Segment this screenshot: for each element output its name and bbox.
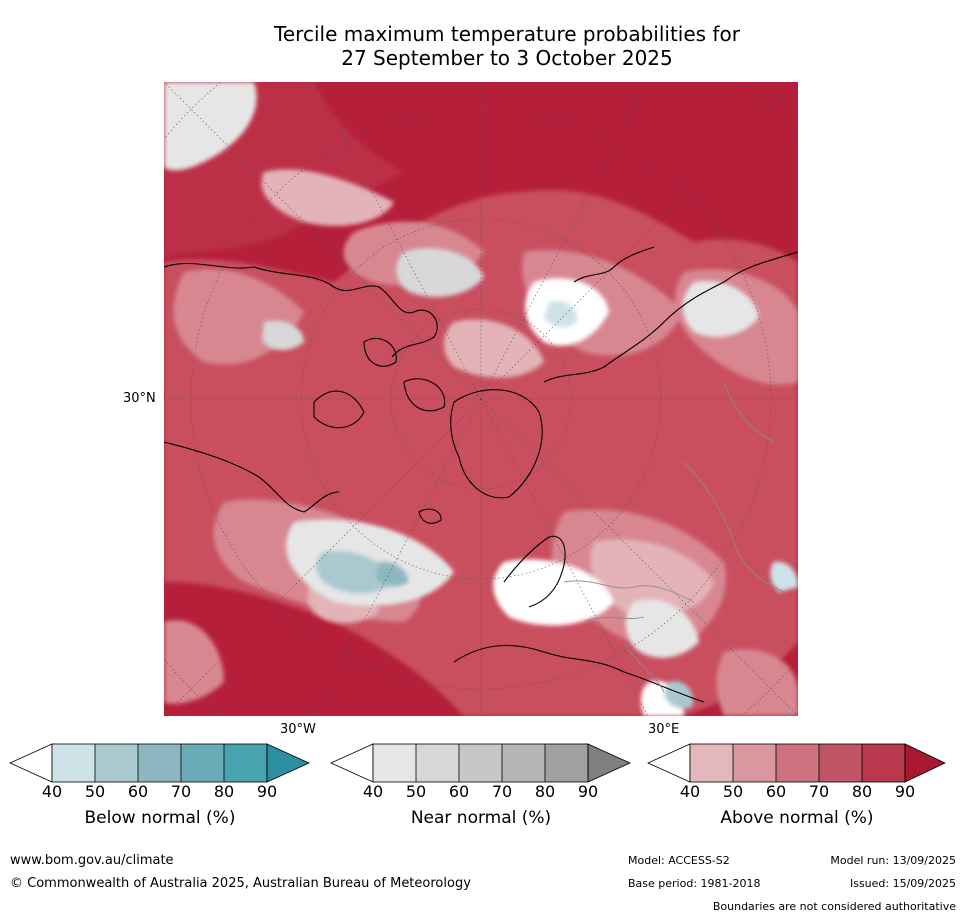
colorbar-near-normal: [330, 743, 631, 783]
cbar-below-tick-60: 60: [127, 782, 149, 801]
cbar-below-tick-90: 90: [256, 782, 278, 801]
cbar-below-seg-5: [224, 744, 267, 782]
cbar-above-tick-90: 90: [894, 782, 916, 801]
cbar-near-seg-3: [459, 744, 502, 782]
cbar-near-seg-5: [545, 744, 588, 782]
cbar-near-seg-6: [587, 743, 631, 783]
title-line-1: Tercile maximum temperature probabilitie…: [274, 22, 740, 46]
coastlines: [164, 246, 798, 703]
colorbar-below-normal-svg: [9, 743, 310, 783]
cbar-near-tick-90: 90: [577, 782, 599, 801]
near-normal-regions: [164, 82, 759, 716]
footer-disclaimer: Boundaries are not considered authoritat…: [712, 900, 956, 913]
cbar-below-label: Below normal (%): [84, 808, 236, 828]
cbar-above-tick-50: 50: [722, 782, 744, 801]
cbar-near-tick-60: 60: [448, 782, 470, 801]
footer-copyright: © Commonwealth of Australia 2025, Austra…: [10, 876, 471, 891]
latitude-label-30n: 30°N: [123, 391, 156, 406]
longitude-label-30e: 30°E: [648, 722, 680, 737]
longitude-label-30w: 30°W: [280, 722, 316, 737]
colorbar-above-normal-svg: [647, 743, 946, 783]
cbar-near-label: Near normal (%): [410, 808, 552, 828]
cbar-near-tick-70: 70: [491, 782, 513, 801]
graticule: [164, 82, 798, 716]
cbar-near-seg-4: [502, 744, 545, 782]
cbar-above-seg-3: [776, 744, 819, 782]
footer-base-period: Base period: 1981-2018: [628, 877, 761, 890]
cbar-below-seg-6: [266, 743, 310, 783]
cbar-above-seg-0: [647, 743, 691, 783]
footer-model: Model: ACCESS-S2: [628, 854, 730, 867]
map-title: Tercile maximum temperature probabilitie…: [160, 22, 854, 70]
cbar-near-tick-80: 80: [534, 782, 556, 801]
cbar-above-tick-40: 40: [679, 782, 701, 801]
cbar-below-tick-50: 50: [84, 782, 106, 801]
title-line-2: 27 September to 3 October 2025: [341, 46, 673, 70]
cbar-near-seg-1: [373, 744, 416, 782]
cbar-above-label: Above normal (%): [720, 808, 874, 828]
cbar-above-tick-60: 60: [765, 782, 787, 801]
cbar-below-tick-40: 40: [41, 782, 63, 801]
footer-website-link[interactable]: www.bom.gov.au/climate: [10, 853, 174, 868]
colorbar-below-normal: [9, 743, 310, 783]
cbar-below-seg-0: [9, 743, 53, 783]
map-svg: [164, 82, 798, 716]
cbar-above-tick-80: 80: [851, 782, 873, 801]
cbar-near-tick-40: 40: [362, 782, 384, 801]
cbar-below-tick-80: 80: [213, 782, 235, 801]
footer-model-run: Model run: 13/09/2025: [830, 854, 956, 867]
cbar-below-seg-3: [138, 744, 181, 782]
cbar-near-seg-0: [330, 743, 374, 783]
colorbar-near-normal-svg: [330, 743, 631, 783]
cbar-below-seg-4: [181, 744, 224, 782]
cbar-below-seg-1: [52, 744, 95, 782]
cbar-above-seg-4: [819, 744, 862, 782]
cbar-below-seg-2: [95, 744, 138, 782]
footer-issued: Issued: 15/09/2025: [849, 877, 956, 890]
polar-probability-map: [164, 82, 798, 716]
below-normal-regions: [316, 300, 798, 709]
cbar-near-tick-50: 50: [405, 782, 427, 801]
cbar-near-seg-2: [416, 744, 459, 782]
country-boundaries: [563, 381, 785, 693]
colorbar-above-normal: [647, 743, 948, 783]
cbar-above-seg-5: [862, 744, 905, 782]
cbar-below-tick-70: 70: [170, 782, 192, 801]
cbar-above-tick-70: 70: [808, 782, 830, 801]
cbar-above-seg-1: [690, 744, 733, 782]
cbar-above-seg-2: [733, 744, 776, 782]
cbar-above-seg-6: [904, 743, 946, 783]
